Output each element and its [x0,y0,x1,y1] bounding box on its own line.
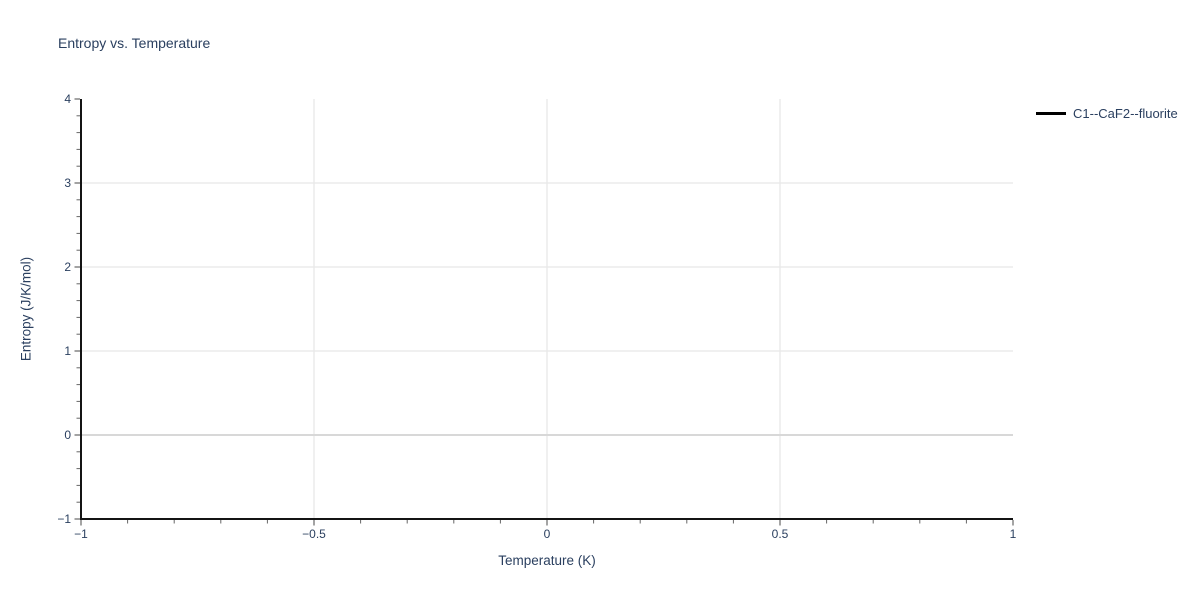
x-tick-label: 0.5 [772,527,789,541]
y-axis-title: Entropy (J/K/mol) [18,256,34,362]
legend-line-swatch-icon [1036,112,1066,115]
legend: C1--CaF2--fluorite [1036,106,1178,121]
legend-label: C1--CaF2--fluorite [1073,106,1178,121]
x-axis-title: Temperature (K) [498,553,596,568]
x-tick-label: 0 [544,527,551,541]
y-tick-label: 4 [64,92,71,106]
y-tick-label: 1 [64,344,71,358]
legend-item[interactable]: C1--CaF2--fluorite [1036,106,1178,121]
chart-title: Entropy vs. Temperature [58,35,211,51]
x-tick-label: −1 [74,527,88,541]
y-tick-label: 3 [64,176,71,190]
x-tick-label: 1 [1010,527,1017,541]
y-tick-label: 2 [64,260,71,274]
y-tick-label: −1 [57,512,71,526]
x-tick-label: −0.5 [302,527,326,541]
y-tick-label: 0 [64,428,71,442]
